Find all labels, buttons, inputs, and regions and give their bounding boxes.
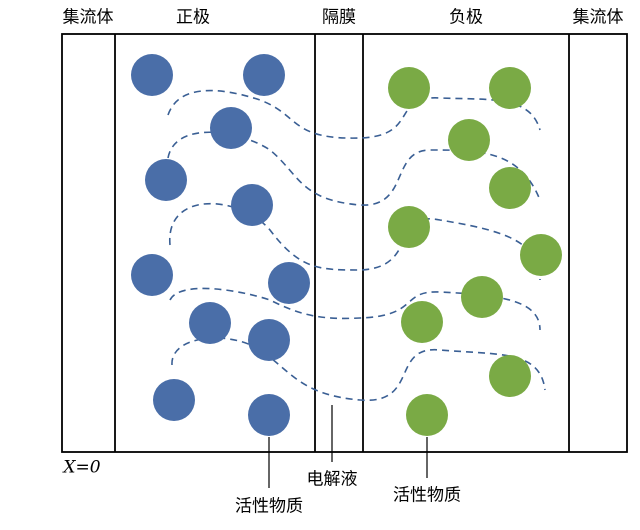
header: 集流体 xyxy=(573,8,624,28)
header: 集流体 xyxy=(63,8,114,28)
header: 正极 xyxy=(176,8,210,28)
callout-label: 电解液 xyxy=(307,470,358,490)
callout-lines xyxy=(268,405,428,488)
callout-label: 活性物质 xyxy=(235,497,303,517)
anode-particles xyxy=(388,67,562,436)
header: 负极 xyxy=(449,8,483,28)
cathode-particles xyxy=(131,54,310,436)
header: 隔膜 xyxy=(322,8,356,28)
callout-label: 活性物质 xyxy=(393,486,461,506)
origin-label: X=0 xyxy=(61,458,100,478)
cell-frame xyxy=(61,33,628,453)
